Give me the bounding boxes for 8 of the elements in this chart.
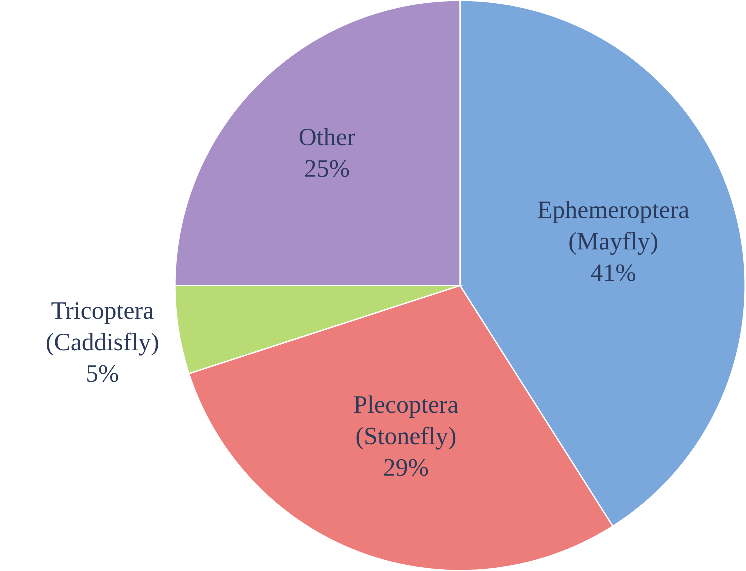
data-label: 25% xyxy=(305,160,350,177)
slice-label: Other xyxy=(300,128,356,146)
data-label: 29% xyxy=(384,459,428,476)
data-label: 41% xyxy=(591,264,636,282)
data-label: 5% xyxy=(88,365,118,382)
slice-label: Plecoptera (Stonefly) xyxy=(354,395,458,450)
slice-label: Ephemeroptera (Mayfly) xyxy=(538,200,690,255)
slice-label: Tricoptera (Caddisfly) xyxy=(47,302,158,356)
